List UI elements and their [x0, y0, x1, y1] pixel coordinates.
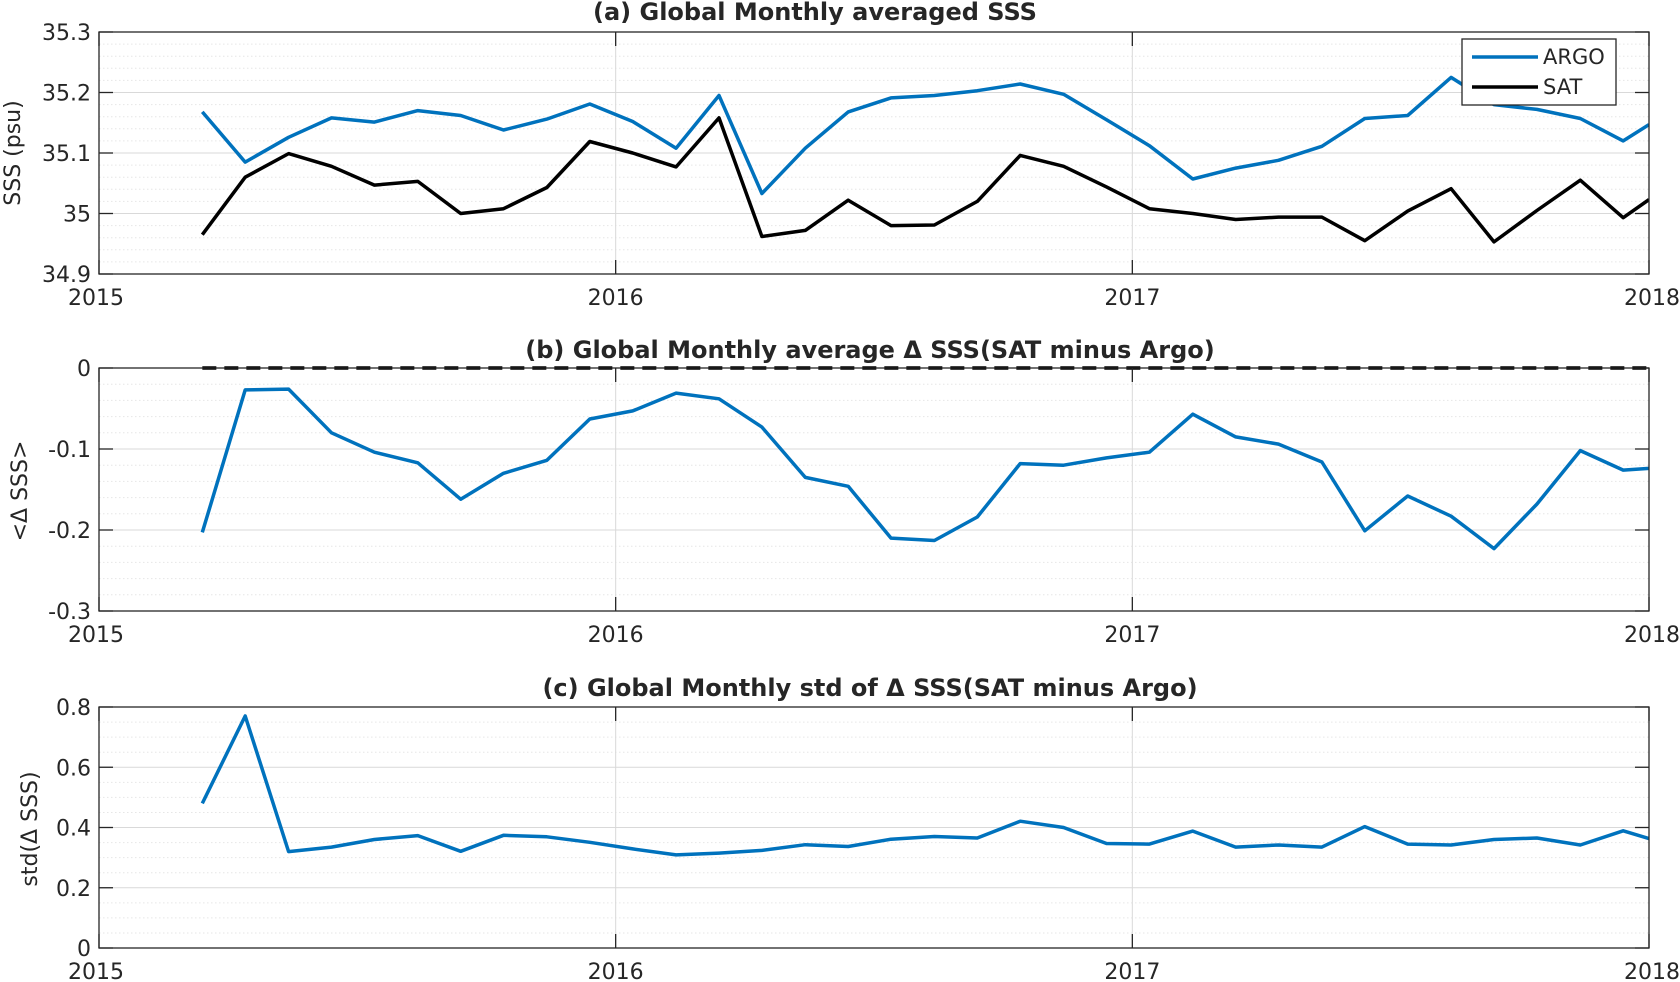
- panel-c-ytick-label: 0.6: [56, 756, 91, 781]
- panel-a-xtick-label: 2018: [1624, 286, 1680, 311]
- panel-a: (a) Global Monthly averaged SSS SSS (psu…: [1, 0, 1680, 311]
- panel-a-series-sat-line: [200, 116, 1649, 244]
- legend: ARGO SAT: [1461, 38, 1617, 106]
- panel-c-xtick-label: 2016: [588, 960, 644, 982]
- panel-c-ytick-label: 0.8: [56, 696, 91, 721]
- panel-c-series-delta-line: [200, 714, 1649, 857]
- panel-b-axes-box: [98, 367, 1650, 612]
- panel-a-xtick-label: 2017: [1104, 286, 1160, 311]
- panel-c-ytick-label: 0.4: [56, 817, 91, 842]
- panel-a-ytick-label: 35.2: [42, 82, 91, 107]
- panel-a-xtick-label: 2015: [68, 286, 124, 311]
- panel-b-ytick-label: -0.2: [48, 519, 91, 544]
- panel-a-ytick-label: 35.3: [42, 21, 91, 46]
- legend-box: [1461, 38, 1617, 106]
- panel-c-ylabel: std(Δ SSS): [18, 771, 43, 886]
- panel-c-ytick-label: 0.2: [56, 877, 91, 902]
- panel-a-ytick-label: 34.9: [42, 263, 91, 288]
- panel-c-title: (c) Global Monthly std of Δ SSS(SAT minu…: [542, 674, 1197, 702]
- panel-b-xtick-label: 2018: [1624, 623, 1680, 648]
- panel-a-ylabel: SSS (psu): [1, 100, 26, 205]
- panel-b-series-delta-line: [200, 387, 1649, 551]
- panel-b-ytick-label: -0.1: [48, 438, 91, 463]
- panel-c-xtick-label: 2018: [1624, 960, 1680, 982]
- panel-a-ytick-label: 35.1: [42, 142, 91, 167]
- panel-a-xtick-label: 2016: [588, 286, 644, 311]
- legend-argo-label: ARGO: [1543, 45, 1605, 69]
- panel-b: (b) Global Monthly average Δ SSS(SAT min…: [8, 336, 1680, 648]
- panel-b-xtick-label: 2015: [68, 623, 124, 648]
- panel-b-title: (b) Global Monthly average Δ SSS(SAT min…: [525, 336, 1214, 364]
- panel-b-xtick-label: 2017: [1104, 623, 1160, 648]
- legend-sat-label: SAT: [1543, 75, 1582, 99]
- panel-b-ytick-label: 0: [77, 357, 91, 382]
- panel-a-ytick-label: 35: [63, 203, 91, 228]
- panel-b-ylabel: <Δ SSS>: [8, 441, 33, 542]
- panel-b-xtick-label: 2016: [588, 623, 644, 648]
- panel-c-ytick-label: 0: [77, 937, 91, 962]
- panel-a-title: (a) Global Monthly averaged SSS: [593, 0, 1037, 26]
- panel-b-ytick-label: -0.3: [48, 600, 91, 625]
- panel-c-xtick-label: 2017: [1104, 960, 1160, 982]
- panel-c-xtick-label: 2015: [68, 960, 124, 982]
- panel-a-series-argo-line: [200, 75, 1649, 196]
- panel-c: (c) Global Monthly std of Δ SSS(SAT minu…: [18, 674, 1680, 982]
